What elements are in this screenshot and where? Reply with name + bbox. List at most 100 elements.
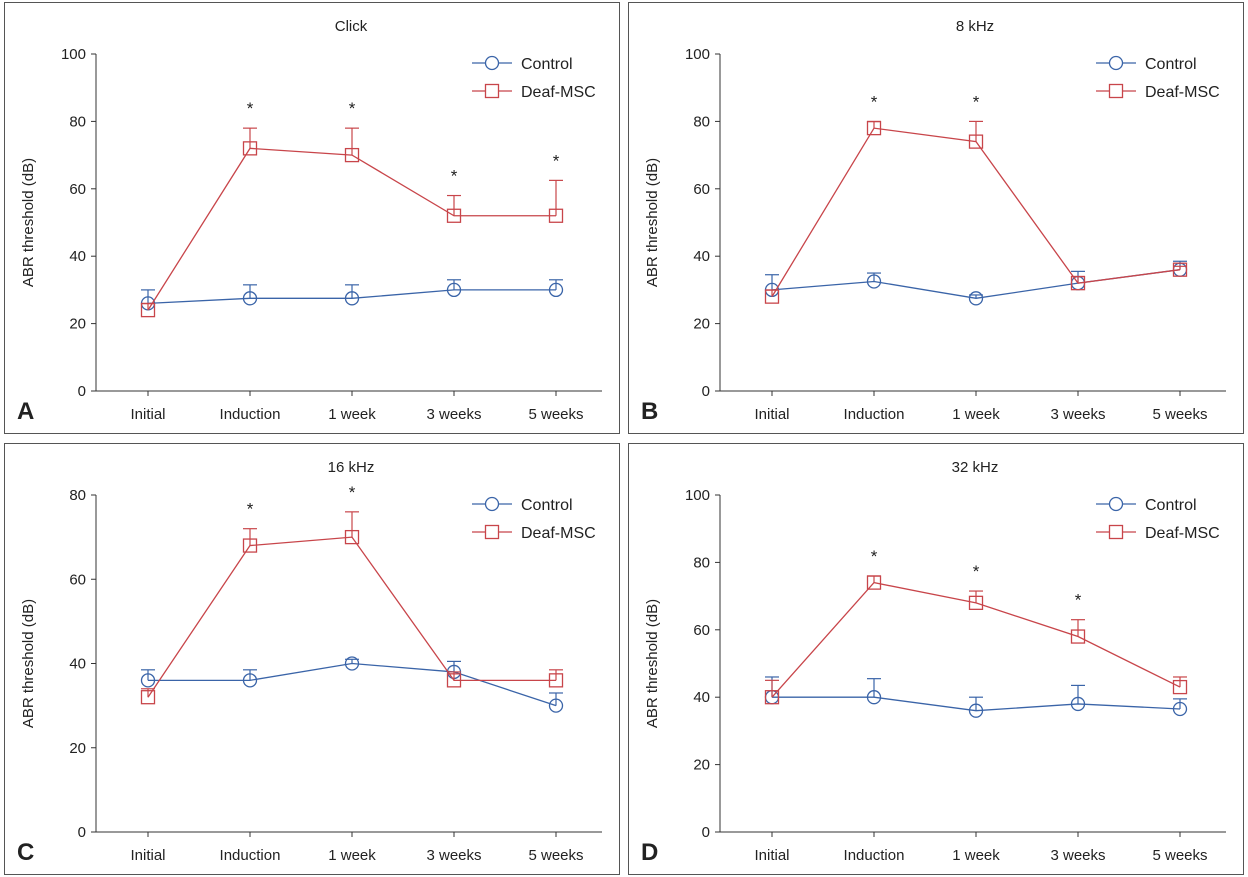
x-tick-label: Initial — [130, 406, 165, 423]
panel-c: 16 kHz 0 20 40 60 80 Initial Induction 1 week 3 w… — [4, 443, 620, 875]
x-tick-label: 1 week — [328, 406, 376, 423]
significance-marker: * — [871, 547, 878, 566]
significance-marker: * — [349, 483, 356, 502]
legend-label: Deaf-MSC — [1145, 84, 1220, 101]
legend-label: Deaf-MSC — [521, 84, 596, 101]
y-tick-label: 0 — [702, 824, 710, 841]
x-tick-label: 5 weeks — [528, 847, 583, 864]
x-tick-label: 1 week — [328, 847, 376, 864]
y-tick-label: 20 — [69, 316, 86, 333]
y-tick-label: 60 — [693, 181, 710, 198]
y-tick-label: 80 — [69, 487, 86, 504]
chart-title: 16 kHz — [328, 459, 375, 476]
data-point — [548, 698, 564, 713]
data-point — [344, 656, 360, 671]
series-line — [771, 269, 1181, 299]
data-point — [344, 291, 360, 306]
data-point — [242, 291, 258, 306]
x-tick-label: Induction — [220, 406, 281, 423]
x-tick-label: 5 weeks — [528, 406, 583, 423]
x-tick-label: 3 weeks — [426, 847, 481, 864]
y-tick-label: 100 — [61, 46, 86, 63]
data-point — [764, 690, 780, 705]
x-tick-label: 1 week — [952, 406, 1000, 423]
y-tick-label: 60 — [69, 571, 86, 588]
y-tick-label: 40 — [693, 248, 710, 265]
y-axis-label: ABR threshold (dB) — [644, 158, 661, 287]
chart-c: 16 kHz 0 20 40 60 80 Initial Induction 1 week 3 w… — [17, 459, 602, 866]
chart-title: 8 kHz — [956, 18, 994, 35]
y-tick-label: 20 — [69, 740, 86, 757]
data-point — [968, 134, 984, 149]
x-tick-label: 3 weeks — [426, 406, 481, 423]
data-point — [344, 529, 360, 545]
x-tick-label: 5 weeks — [1152, 847, 1207, 864]
x-tick-label: 3 weeks — [1050, 847, 1105, 864]
panel-letter: D — [641, 839, 658, 866]
data-point — [344, 147, 360, 163]
significance-marker: * — [247, 500, 254, 519]
data-point — [548, 673, 564, 688]
x-tick-label: Initial — [130, 847, 165, 864]
significance-marker: * — [247, 99, 254, 118]
y-tick-label: 80 — [69, 113, 86, 130]
data-point — [1172, 262, 1188, 277]
chart-b: 8 kHz 0 20 40 60 80 100 Initial Induction 1 week 3… — [641, 18, 1226, 425]
legend-marker — [484, 55, 500, 71]
data-point — [1070, 696, 1086, 712]
significance-marker: * — [871, 92, 878, 111]
y-tick-label: 0 — [78, 383, 86, 400]
data-point — [968, 703, 984, 718]
legend-label: Control — [521, 497, 573, 514]
y-axis-label: ABR threshold (dB) — [20, 158, 37, 287]
chart-title: Click — [335, 18, 368, 35]
significance-marker: * — [973, 562, 980, 581]
legend-marker — [484, 496, 500, 512]
data-point — [548, 208, 564, 223]
chart-title: 32 kHz — [952, 459, 999, 476]
data-point — [242, 141, 258, 156]
data-point — [548, 282, 564, 298]
significance-marker: * — [349, 99, 356, 118]
data-point — [968, 291, 984, 306]
panel-b: 8 kHz 0 20 40 60 80 100 Initial Induction 1 week 3… — [628, 2, 1244, 434]
significance-marker: * — [451, 167, 458, 186]
y-tick-label: 20 — [693, 316, 710, 333]
y-tick-label: 100 — [685, 46, 710, 63]
significance-marker: * — [973, 92, 980, 111]
y-tick-label: 80 — [693, 113, 710, 130]
x-tick-label: Induction — [844, 847, 905, 864]
y-axis-label: ABR threshold (dB) — [20, 599, 37, 728]
legend-label: Deaf-MSC — [1145, 525, 1220, 542]
legend-label: Control — [1145, 497, 1197, 514]
legend-marker — [1108, 496, 1124, 512]
x-tick-label: Induction — [844, 406, 905, 423]
data-point — [446, 282, 462, 298]
series-line — [771, 127, 1181, 297]
series-line — [147, 536, 556, 698]
data-point — [242, 538, 258, 553]
y-tick-label: 0 — [78, 824, 86, 841]
significance-marker: * — [1075, 591, 1082, 610]
x-tick-label: Induction — [220, 847, 281, 864]
legend-label: Control — [521, 56, 573, 73]
significance-marker: * — [553, 151, 560, 170]
y-axis-label: ABR threshold (dB) — [644, 599, 661, 728]
x-tick-label: Initial — [754, 406, 789, 423]
y-tick-label: 60 — [693, 622, 710, 639]
data-point — [446, 208, 462, 223]
legend-marker — [1108, 524, 1124, 540]
legend-marker — [484, 83, 500, 99]
data-point — [140, 302, 156, 318]
data-point — [866, 274, 882, 289]
panel-letter: B — [641, 398, 658, 425]
y-tick-label: 40 — [69, 248, 86, 265]
legend-label: Deaf-MSC — [521, 525, 596, 542]
data-point — [1070, 276, 1086, 291]
x-tick-label: 5 weeks — [1152, 406, 1207, 423]
data-point — [242, 673, 258, 688]
y-tick-label: 40 — [693, 689, 710, 706]
y-tick-label: 20 — [693, 757, 710, 774]
y-tick-label: 0 — [702, 383, 710, 400]
data-point — [866, 120, 882, 136]
